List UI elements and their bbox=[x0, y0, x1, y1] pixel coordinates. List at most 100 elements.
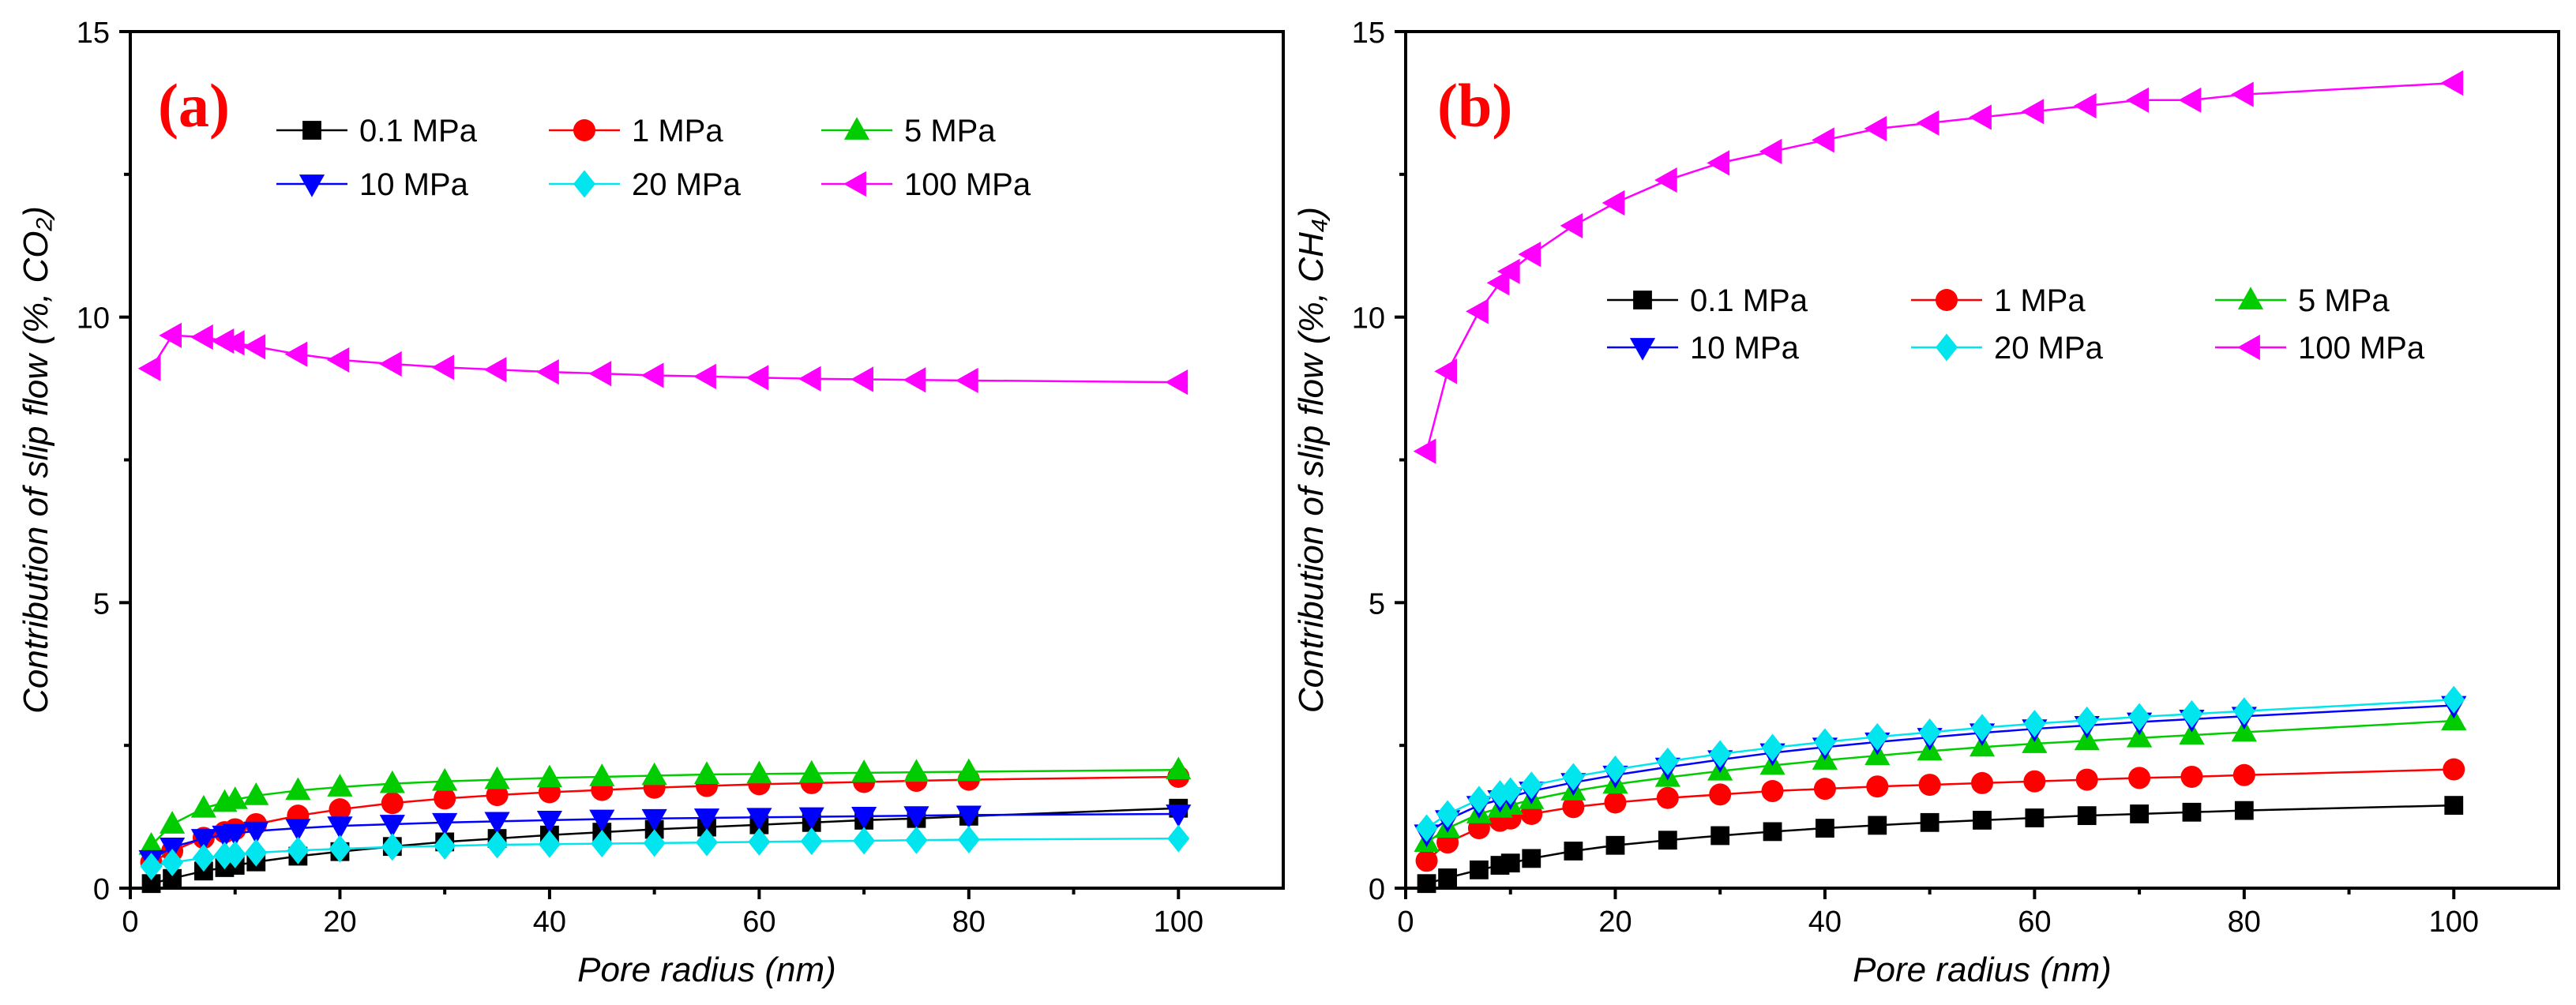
data-point bbox=[432, 767, 458, 791]
data-point bbox=[798, 759, 824, 783]
data-point bbox=[243, 821, 269, 845]
data-point bbox=[381, 833, 404, 861]
data-point bbox=[2077, 806, 2097, 826]
data-point bbox=[956, 758, 982, 782]
data-point bbox=[163, 868, 182, 888]
data-point bbox=[957, 826, 980, 854]
legend-item: 10 MPa bbox=[1607, 331, 1800, 366]
data-point bbox=[329, 834, 351, 863]
legend-item: 1 MPa bbox=[549, 114, 723, 148]
data-point bbox=[903, 806, 929, 829]
data-point bbox=[486, 831, 509, 859]
legend-label: 5 MPa bbox=[2298, 283, 2390, 318]
data-point bbox=[2128, 767, 2151, 789]
data-point bbox=[1971, 714, 1993, 742]
series-20-mpa bbox=[1415, 685, 2465, 842]
legend-label: 0.1 MPa bbox=[359, 114, 478, 148]
data-point bbox=[693, 761, 720, 784]
x-tick-label: 100 bbox=[2429, 906, 2479, 939]
y-tick-label: 15 bbox=[77, 17, 110, 50]
data-point bbox=[221, 330, 245, 356]
data-point bbox=[141, 874, 161, 894]
data-point bbox=[1467, 786, 1490, 814]
legend-item: 10 MPa bbox=[276, 167, 469, 202]
data-point bbox=[222, 823, 248, 847]
data-point bbox=[1520, 771, 1543, 800]
data-point bbox=[2182, 802, 2202, 822]
data-point bbox=[1656, 747, 1679, 775]
data-point bbox=[538, 830, 561, 858]
data-point bbox=[381, 792, 404, 815]
data-point bbox=[190, 324, 213, 351]
data-point bbox=[1499, 777, 1522, 805]
data-point bbox=[284, 341, 308, 367]
data-point bbox=[1415, 849, 1438, 872]
data-point bbox=[434, 787, 456, 810]
data-point bbox=[693, 363, 716, 389]
data-point bbox=[2128, 703, 2151, 731]
data-point bbox=[748, 827, 771, 856]
data-point bbox=[903, 367, 926, 393]
data-point bbox=[1165, 369, 1188, 396]
x-tick-label: 60 bbox=[2018, 906, 2051, 939]
data-point bbox=[1562, 763, 1585, 791]
data-point bbox=[285, 777, 311, 801]
legend-item: 0.1 MPa bbox=[1607, 283, 1808, 318]
data-point bbox=[1918, 774, 1941, 797]
data-point bbox=[1167, 824, 1190, 853]
data-point bbox=[2126, 724, 2153, 748]
legend-marker bbox=[843, 117, 870, 140]
x-tick-label: 40 bbox=[1808, 906, 1842, 939]
data-point bbox=[1812, 127, 1834, 153]
legend: 0.1 MPa 1 MPa 5 MPa 10 MPa 20 MPa 100 MPa bbox=[1607, 283, 2425, 366]
data-point bbox=[643, 829, 666, 857]
legend-marker bbox=[573, 170, 595, 198]
data-point bbox=[379, 815, 405, 838]
data-point bbox=[1813, 728, 1836, 756]
data-point bbox=[379, 351, 402, 377]
data-point bbox=[1658, 831, 1677, 850]
data-point bbox=[1413, 438, 1436, 464]
plot-frame bbox=[1404, 30, 2560, 890]
data-point bbox=[1496, 258, 1520, 284]
data-point bbox=[138, 831, 164, 855]
data-point bbox=[641, 762, 667, 786]
data-point bbox=[1761, 733, 1784, 762]
data-point bbox=[190, 829, 217, 852]
legend-label: 5 MPa bbox=[904, 114, 996, 148]
y-tick-label: 5 bbox=[1369, 587, 1385, 621]
legend-label: 20 MPa bbox=[1994, 331, 2104, 366]
legend-marker bbox=[302, 121, 321, 140]
data-point bbox=[211, 328, 235, 354]
data-point bbox=[2232, 697, 2255, 726]
data-point bbox=[1710, 826, 1730, 846]
data-point bbox=[327, 816, 353, 839]
legend-item: 5 MPa bbox=[821, 114, 996, 148]
data-point bbox=[1868, 816, 1887, 835]
legend-label: 1 MPa bbox=[1994, 283, 2086, 318]
data-point bbox=[1562, 796, 1585, 819]
data-point bbox=[2021, 99, 2045, 125]
panel-b: 0 20 40 60 80 100 0 5 10 15 Pore radius (nm) Contri… bbox=[1292, 17, 2560, 989]
data-point bbox=[1500, 853, 1520, 873]
y-tick-label: 0 bbox=[93, 873, 110, 906]
data-point bbox=[798, 366, 821, 392]
x-axis-title: Pore radius (nm) bbox=[577, 951, 836, 989]
data-point bbox=[1602, 189, 1625, 216]
data-point bbox=[798, 807, 824, 831]
y-axis-title: Contribution of slip flow (%, CO₂) bbox=[17, 206, 55, 714]
data-point bbox=[1813, 778, 1836, 801]
data-point bbox=[140, 853, 163, 881]
data-point bbox=[851, 366, 873, 392]
data-point bbox=[2231, 718, 2257, 742]
data-point bbox=[591, 830, 614, 858]
series-10-mpa bbox=[138, 804, 1192, 873]
y-tick-label: 15 bbox=[1352, 17, 1385, 50]
legend-label: 20 MPa bbox=[632, 167, 742, 202]
data-point bbox=[1866, 722, 1889, 751]
panel-label: (b) bbox=[1437, 71, 1512, 140]
data-point bbox=[222, 786, 248, 809]
data-point bbox=[432, 812, 458, 836]
data-point bbox=[190, 794, 217, 818]
data-point bbox=[640, 362, 664, 388]
